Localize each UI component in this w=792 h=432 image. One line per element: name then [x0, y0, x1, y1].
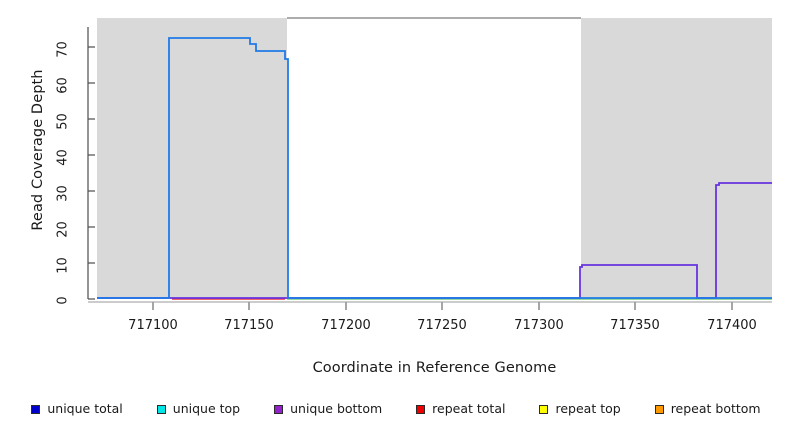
chart-legend: unique total unique top unique bottom re…	[0, 398, 792, 420]
series-unique-total	[97, 37, 772, 299]
legend-label: repeat total	[432, 400, 506, 416]
legend-label: unique bottom	[290, 400, 383, 416]
legend-swatch-icon	[539, 404, 549, 414]
x-tick-label: 717150	[224, 318, 274, 333]
legend-label: unique top	[172, 400, 241, 416]
x-tick-label: 717300	[514, 318, 564, 333]
legend-label: unique total	[47, 400, 123, 416]
legend-swatch-icon	[416, 404, 426, 414]
x-tick-label: 717350	[610, 318, 660, 333]
legend-item-repeat-total: repeat total	[416, 400, 506, 416]
legend-item-unique-bottom: unique bottom	[274, 400, 383, 416]
series-unique-bottom	[97, 182, 772, 299]
legend-swatch-icon	[31, 404, 41, 414]
x-tick-label: 717200	[321, 318, 371, 333]
legend-label: repeat top	[555, 400, 621, 416]
shaded-region-right	[581, 18, 772, 299]
x-tick-label: 717100	[128, 318, 178, 333]
legend-item-unique-top: unique top	[156, 400, 241, 416]
x-axis-title: Coordinate in Reference Genome	[312, 360, 557, 376]
legend-swatch-icon	[156, 404, 166, 414]
legend-item-repeat-top: repeat top	[539, 400, 621, 416]
legend-item-unique-total: unique total	[31, 400, 123, 416]
legend-swatch-icon	[654, 404, 664, 414]
legend-swatch-icon	[274, 404, 284, 414]
legend-item-repeat-bottom: repeat bottom	[654, 400, 761, 416]
x-tick-label: 717250	[417, 318, 467, 333]
x-tick-label: 717400	[707, 318, 757, 333]
shaded-region-left	[97, 18, 287, 299]
legend-label: repeat bottom	[670, 400, 761, 416]
